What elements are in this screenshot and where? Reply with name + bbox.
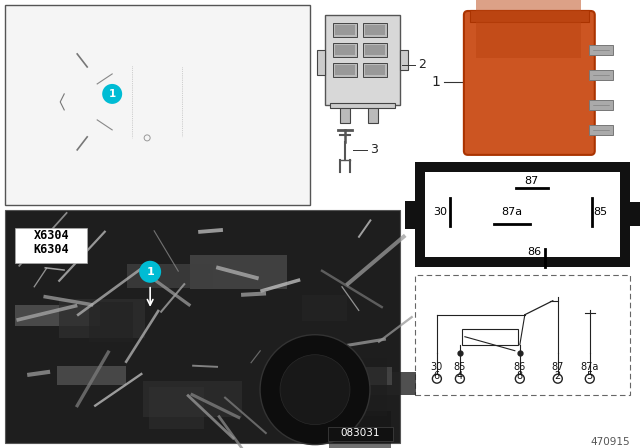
Bar: [368, 105, 378, 123]
Text: 87: 87: [525, 176, 539, 186]
Bar: [363, 63, 387, 77]
Bar: [15, 305, 100, 326]
Text: 6: 6: [434, 370, 440, 381]
Circle shape: [260, 335, 370, 444]
Text: 5: 5: [587, 370, 593, 381]
Bar: [302, 295, 347, 321]
Bar: [149, 387, 204, 429]
Bar: [190, 255, 287, 289]
Text: 86: 86: [514, 362, 526, 372]
Text: 1: 1: [431, 75, 440, 89]
Text: 8: 8: [516, 370, 523, 381]
Text: 083031: 083031: [340, 428, 380, 438]
Text: 3: 3: [370, 143, 378, 156]
Bar: [335, 25, 355, 35]
Bar: [363, 23, 387, 37]
Text: 2: 2: [418, 58, 426, 71]
Bar: [5, 210, 400, 443]
Circle shape: [456, 374, 465, 383]
Circle shape: [102, 84, 122, 104]
Bar: [333, 23, 357, 37]
Bar: [365, 65, 385, 75]
Circle shape: [554, 374, 563, 383]
Bar: [589, 125, 612, 135]
Bar: [476, 0, 580, 58]
Bar: [317, 50, 325, 75]
FancyBboxPatch shape: [464, 11, 595, 155]
Text: 2: 2: [555, 370, 561, 381]
Circle shape: [433, 374, 442, 383]
Text: 87a: 87a: [580, 362, 599, 372]
Text: K6304: K6304: [33, 243, 69, 256]
Text: 30: 30: [433, 207, 447, 217]
Bar: [60, 299, 145, 338]
Text: 470915: 470915: [590, 437, 630, 447]
Circle shape: [139, 261, 161, 283]
Bar: [415, 275, 630, 395]
Bar: [365, 25, 385, 35]
Bar: [589, 100, 612, 110]
Text: X6304: X6304: [33, 229, 69, 242]
Bar: [143, 381, 242, 417]
Text: 87: 87: [552, 362, 564, 372]
Bar: [363, 372, 416, 395]
Bar: [333, 43, 357, 57]
Text: 1: 1: [147, 267, 154, 277]
Bar: [329, 411, 391, 448]
Bar: [333, 63, 357, 77]
Text: 86: 86: [527, 247, 541, 257]
Bar: [415, 162, 630, 267]
Bar: [470, 10, 589, 22]
Bar: [275, 367, 392, 385]
Bar: [330, 103, 395, 108]
Bar: [89, 302, 133, 342]
Text: 87a: 87a: [501, 207, 522, 217]
Bar: [335, 65, 355, 75]
Text: 85: 85: [454, 362, 466, 372]
Bar: [628, 202, 640, 226]
Text: 30: 30: [431, 362, 443, 372]
Circle shape: [585, 374, 595, 383]
Bar: [462, 329, 518, 345]
Text: 85: 85: [594, 207, 608, 217]
Bar: [405, 201, 417, 229]
Circle shape: [515, 374, 524, 383]
Bar: [335, 45, 355, 55]
Bar: [363, 43, 387, 57]
Bar: [589, 70, 612, 80]
Bar: [127, 264, 213, 288]
FancyBboxPatch shape: [470, 14, 594, 156]
Bar: [365, 45, 385, 55]
Bar: [325, 15, 400, 105]
Bar: [425, 172, 620, 257]
Circle shape: [280, 355, 350, 425]
Bar: [57, 366, 126, 385]
Bar: [301, 358, 387, 416]
Bar: [5, 5, 310, 205]
Bar: [340, 105, 350, 123]
Text: 4: 4: [457, 370, 463, 381]
Bar: [328, 426, 393, 441]
Bar: [272, 374, 333, 418]
Text: 1: 1: [109, 89, 116, 99]
Bar: [15, 228, 87, 263]
Bar: [400, 50, 408, 70]
Bar: [589, 45, 612, 55]
